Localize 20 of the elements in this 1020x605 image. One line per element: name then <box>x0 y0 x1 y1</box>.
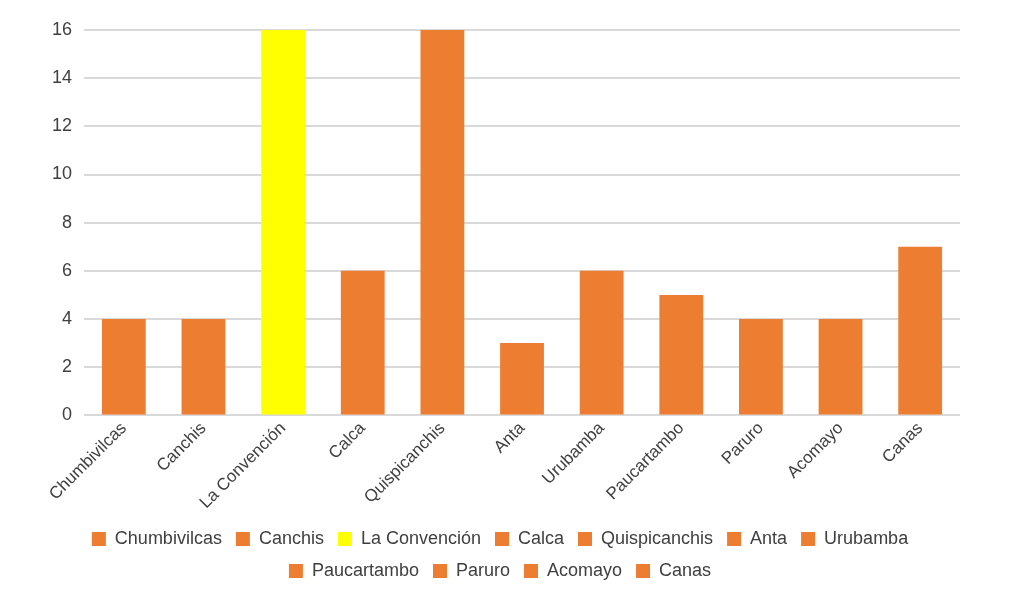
y-tick-label: 0 <box>62 404 73 425</box>
y-tick-label: 8 <box>62 211 73 232</box>
legend-label: Paruro <box>455 559 511 580</box>
y-tick-label: 16 <box>51 18 73 39</box>
y-tick-label: 12 <box>51 115 73 136</box>
legend-label: Chumbivilcas <box>114 527 222 548</box>
legend-label: Quispicanchis <box>601 527 714 548</box>
legend-label: Anta <box>750 527 789 548</box>
y-tick-label: 4 <box>62 308 73 328</box>
legend-label: Canchis <box>258 527 324 548</box>
legend-label: Urubamba <box>824 527 910 548</box>
legend-label: Acomayo <box>547 559 623 580</box>
legend-label: Canas <box>659 559 712 580</box>
legend-label: Paucartambo <box>311 559 419 580</box>
y-tick-label: 10 <box>51 163 73 184</box>
legend-label: Calca <box>518 527 566 548</box>
y-tick-label: 2 <box>62 356 73 377</box>
y-tick-label: 14 <box>51 67 73 88</box>
y-tick-label: 6 <box>62 259 73 280</box>
legend-label: La Convención <box>360 527 482 548</box>
